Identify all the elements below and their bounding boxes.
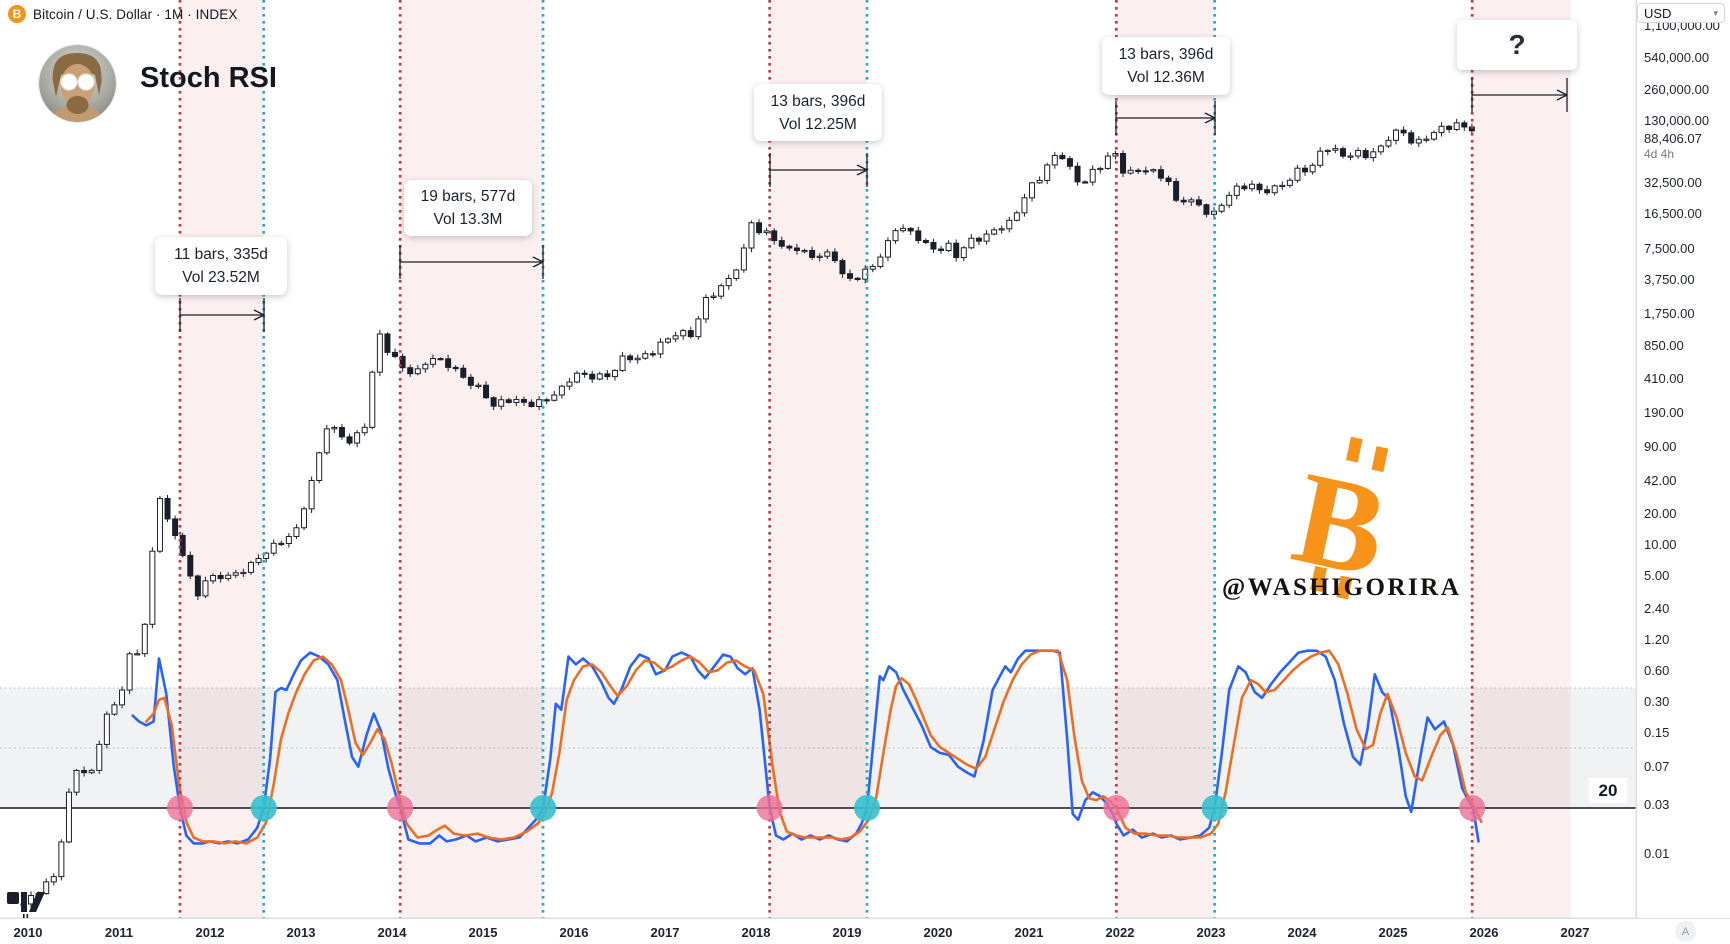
measurement-text: Vol 23.52M (182, 269, 260, 286)
time-axis-label: 2014 (377, 925, 407, 940)
stoch-rsi-k-line (131, 649, 1480, 845)
measurement-text: Vol 13.3M (433, 211, 503, 228)
price-axis-label: 42.00 (1644, 472, 1677, 488)
bar-countdown-label: 4d 4h (1644, 146, 1675, 161)
price-axis-label: 1.20 (1644, 631, 1670, 647)
price-axis-label: 3,750.00 (1644, 271, 1695, 287)
price-axis-label: 20.00 (1644, 505, 1677, 521)
price-axis-label: 190.00 (1644, 405, 1684, 421)
auto-scale-button[interactable]: A (1675, 921, 1696, 942)
indicator-title: Stoch RSI (140, 62, 277, 94)
symbol-legend[interactable]: B Bitcoin / U.S. Dollar · 1M · INDEX (8, 4, 237, 24)
time-axis-label: 2022 (1105, 925, 1135, 940)
price-axis-label: 0.30 (1644, 693, 1670, 709)
time-axis[interactable]: A 2010 2011 2012 2013 2014 2015 2016 2017 2018 20… (0, 918, 1730, 944)
watermark-handle: @WASHIGORIRA (1222, 574, 1462, 601)
bitcoin-logo-watermark: B (1269, 426, 1429, 610)
measurement-text: 13 bars, 396d (770, 92, 866, 110)
measurement-label[interactable]: 11 bars, 335d Vol 23.52M (155, 237, 287, 295)
measurement-text: 19 bars, 577d (420, 188, 516, 205)
projection-question-box[interactable]: ? (1457, 20, 1577, 70)
oscillator-level-label: 20 (1589, 778, 1627, 803)
price-axis-label: 1,750.00 (1644, 305, 1695, 321)
price-axis-label: 130,000.00 (1644, 113, 1710, 129)
time-axis-label: 2011 (104, 925, 134, 940)
time-axis-label: 2021 (1014, 925, 1044, 940)
cycle-lines (178, 0, 1474, 918)
symbol-title: Bitcoin / U.S. Dollar · 1M · INDEX (33, 6, 238, 22)
price-axis-label: 90.00 (1644, 438, 1677, 454)
price-axis-label: 5.00 (1644, 568, 1670, 583)
time-axis-label: 2023 (1196, 925, 1226, 940)
time-axis-label: 2017 (650, 925, 680, 940)
candles-layer (20, 118, 1475, 908)
price-axis-label: 0.60 (1644, 662, 1670, 678)
time-axis-label: 2012 (195, 925, 225, 940)
measurement-label[interactable]: 13 bars, 396d Vol 12.25M (754, 84, 882, 141)
time-axis-label: 2010 (13, 925, 43, 940)
time-axis-label: 2019 (832, 925, 862, 940)
currency-value: USD (1644, 5, 1672, 21)
chevron-down-icon: ▾ (1713, 7, 1718, 18)
measurement-label[interactable]: 19 bars, 577d Vol 13.3M (404, 180, 532, 236)
time-axis-label: 2013 (286, 925, 316, 940)
measurement-text: 13 bars, 396d (1118, 46, 1214, 63)
price-axis-label: 540,000.00 (1644, 49, 1710, 65)
current-price-label: 88,406.07 (1644, 130, 1702, 146)
price-axis-label: 410.00 (1644, 370, 1684, 386)
time-axis-label: 2026 (1469, 925, 1499, 940)
cycle-dots (166, 795, 1486, 821)
price-axis-label: 32,500.00 (1644, 175, 1702, 191)
avatar (39, 45, 116, 122)
measurement-text: Vol 12.25M (779, 115, 857, 133)
time-axis-label: 2024 (1287, 925, 1317, 940)
time-axis-label: 2016 (559, 925, 589, 940)
measurement-text: Vol 12.36M (1127, 69, 1205, 86)
price-axis-label: 10.00 (1644, 537, 1677, 552)
time-axis-label: 2018 (741, 925, 771, 940)
measurement-text: 11 bars, 335d (174, 246, 268, 263)
measurement-label[interactable]: 13 bars, 396d Vol 12.36M (1102, 37, 1230, 95)
price-axis-label: 850.00 (1644, 338, 1684, 354)
price-axis-label: 7,500.00 (1644, 240, 1695, 256)
stoch-rsi-d-line (145, 649, 1483, 845)
price-axis[interactable]: 88,406.07 4d 4h 1,100,000.00 540,000.00 26… (1636, 0, 1730, 918)
price-axis-label: 2.40 (1644, 600, 1670, 616)
price-axis-label: 260,000.00 (1644, 82, 1710, 98)
measure-arrows (179, 78, 1568, 332)
price-axis-label: 0.01 (1644, 846, 1670, 861)
time-axis-label: 2015 (468, 925, 498, 940)
price-axis-label: 0.15 (1644, 724, 1670, 740)
price-axis-label: 0.07 (1644, 758, 1670, 774)
cycle-bands (179, 0, 1571, 918)
price-axis-label: 16,500.00 (1644, 205, 1702, 221)
price-axis-label: 0.03 (1644, 796, 1670, 812)
time-axis-label: 2027 (1560, 925, 1590, 940)
bitcoin-icon: B (8, 5, 26, 23)
time-axis-label: 2020 (923, 925, 953, 940)
time-axis-label: 2025 (1378, 925, 1408, 940)
currency-selector[interactable]: USD ▾ (1637, 3, 1725, 23)
